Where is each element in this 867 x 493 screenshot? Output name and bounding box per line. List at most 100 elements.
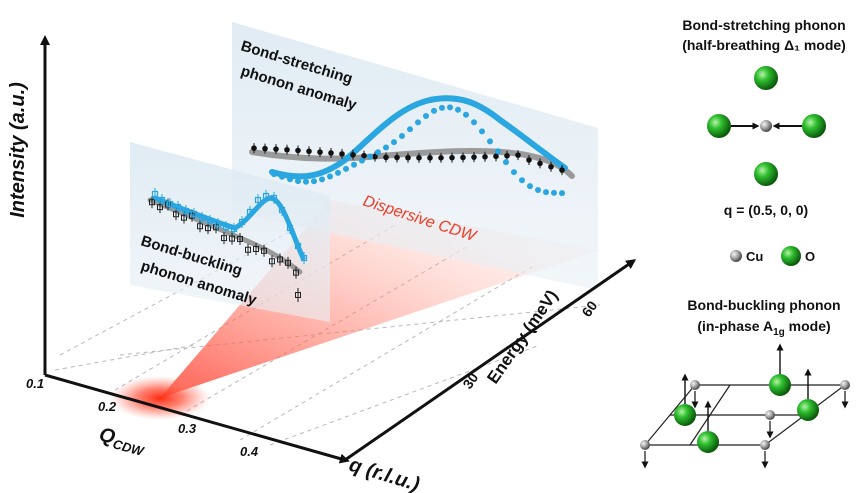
data-point: [271, 171, 277, 178]
data-point: [221, 235, 227, 242]
oxygen-atom-icon: [754, 66, 778, 90]
data-point: [495, 148, 501, 155]
data-point: [526, 157, 532, 163]
data-point: [157, 204, 163, 211]
copper-atom-icon: [730, 250, 742, 262]
data-point: [328, 150, 334, 156]
data-point: [278, 206, 286, 214]
data-point: [306, 148, 312, 155]
data-point: [205, 225, 211, 232]
buckle-title-2: (in-phase A1g mode): [697, 318, 830, 338]
data-point: [182, 207, 190, 215]
data-point: [317, 149, 323, 155]
data-point: [237, 235, 243, 242]
data-point: [394, 154, 400, 161]
data-point: [375, 149, 381, 156]
data-point: [174, 203, 182, 211]
data-point: [261, 247, 267, 254]
data-point: [359, 157, 365, 164]
data-point: [343, 165, 349, 172]
data-point: [158, 196, 166, 204]
data-point: [246, 208, 254, 216]
data-point: [206, 217, 214, 225]
oxygen-atom-icon: [769, 374, 791, 396]
data-point: [287, 176, 293, 183]
data-point: [270, 194, 278, 202]
oxygen-atom-icon: [674, 404, 696, 426]
data-point: [537, 160, 543, 167]
upper-cyan-data: [271, 104, 565, 197]
data-point: [399, 132, 405, 139]
data-point: [515, 152, 521, 158]
data-point: [286, 224, 294, 232]
data-point: [519, 177, 525, 184]
copper-atom-icon: [690, 380, 700, 390]
data-point: [253, 245, 259, 252]
data-point: [181, 214, 187, 221]
lower-black-data: [149, 196, 301, 302]
buckling-oxygen-atoms: [674, 343, 819, 453]
data-point: [350, 152, 356, 158]
data-point: [471, 154, 477, 160]
data-point: [383, 154, 389, 161]
data-point: [222, 223, 230, 231]
data-point: [427, 155, 433, 161]
data-point: [285, 259, 291, 266]
copper-atom-icon: [760, 440, 770, 450]
data-point: [173, 211, 179, 218]
data-point: [479, 128, 485, 135]
data-point: [527, 183, 533, 190]
data-point: [405, 154, 411, 161]
data-point: [279, 173, 285, 180]
data-point: [339, 151, 345, 157]
oxygen-atom-icon: [802, 114, 826, 138]
data-point: [166, 200, 174, 208]
data-point: [559, 167, 565, 173]
data-point: [303, 178, 309, 185]
q-vector-label: q = (0.5, 0, 0): [724, 202, 808, 218]
data-point: [559, 190, 565, 197]
data-point: [277, 256, 283, 263]
stretch-title-2: (half-breathing Δ₁ mode): [682, 37, 846, 53]
data-point: [151, 190, 159, 198]
data-point: [391, 139, 397, 146]
o-label: O: [805, 249, 815, 264]
data-point: [251, 145, 257, 151]
oxygen-atom-icon: [797, 399, 819, 421]
data-point: [463, 111, 469, 118]
data-point: [262, 145, 268, 152]
q-tick-0.3: 0.3: [178, 421, 197, 436]
upper-cyan-fit: [269, 95, 568, 180]
data-point: [504, 152, 510, 159]
data-point: [351, 161, 357, 168]
data-point: [198, 214, 206, 222]
data-point: [327, 173, 333, 180]
buckling-copper-atoms: [640, 380, 850, 469]
data-point: [431, 107, 437, 114]
stretch-title-1: Bond-stretching phonon: [682, 17, 845, 33]
oxygen-atom-icon: [754, 162, 778, 186]
energy-tick-60: 60: [578, 298, 600, 320]
data-point: [230, 225, 238, 233]
qcdw-label: QCDW: [96, 424, 149, 460]
oxygen-atom-icon: [707, 114, 731, 138]
data-point: [535, 187, 541, 194]
data-point: [543, 189, 549, 196]
energy-tick-30: 30: [459, 370, 481, 392]
data-point: [416, 155, 422, 161]
data-point: [269, 258, 275, 265]
data-point: [447, 104, 453, 111]
oxygen-atom-icon: [781, 246, 801, 266]
copper-atom-icon: [840, 380, 850, 390]
data-point: [482, 153, 488, 160]
oxygen-atom-icon: [697, 431, 719, 453]
data-point: [487, 138, 493, 145]
data-point: [149, 199, 155, 206]
data-point: [262, 192, 270, 200]
copper-atom-icon: [765, 410, 775, 420]
data-point: [295, 178, 301, 185]
data-point: [460, 154, 466, 161]
q-axis-label: q (r.l.u.): [347, 454, 423, 493]
data-point: [503, 159, 509, 166]
